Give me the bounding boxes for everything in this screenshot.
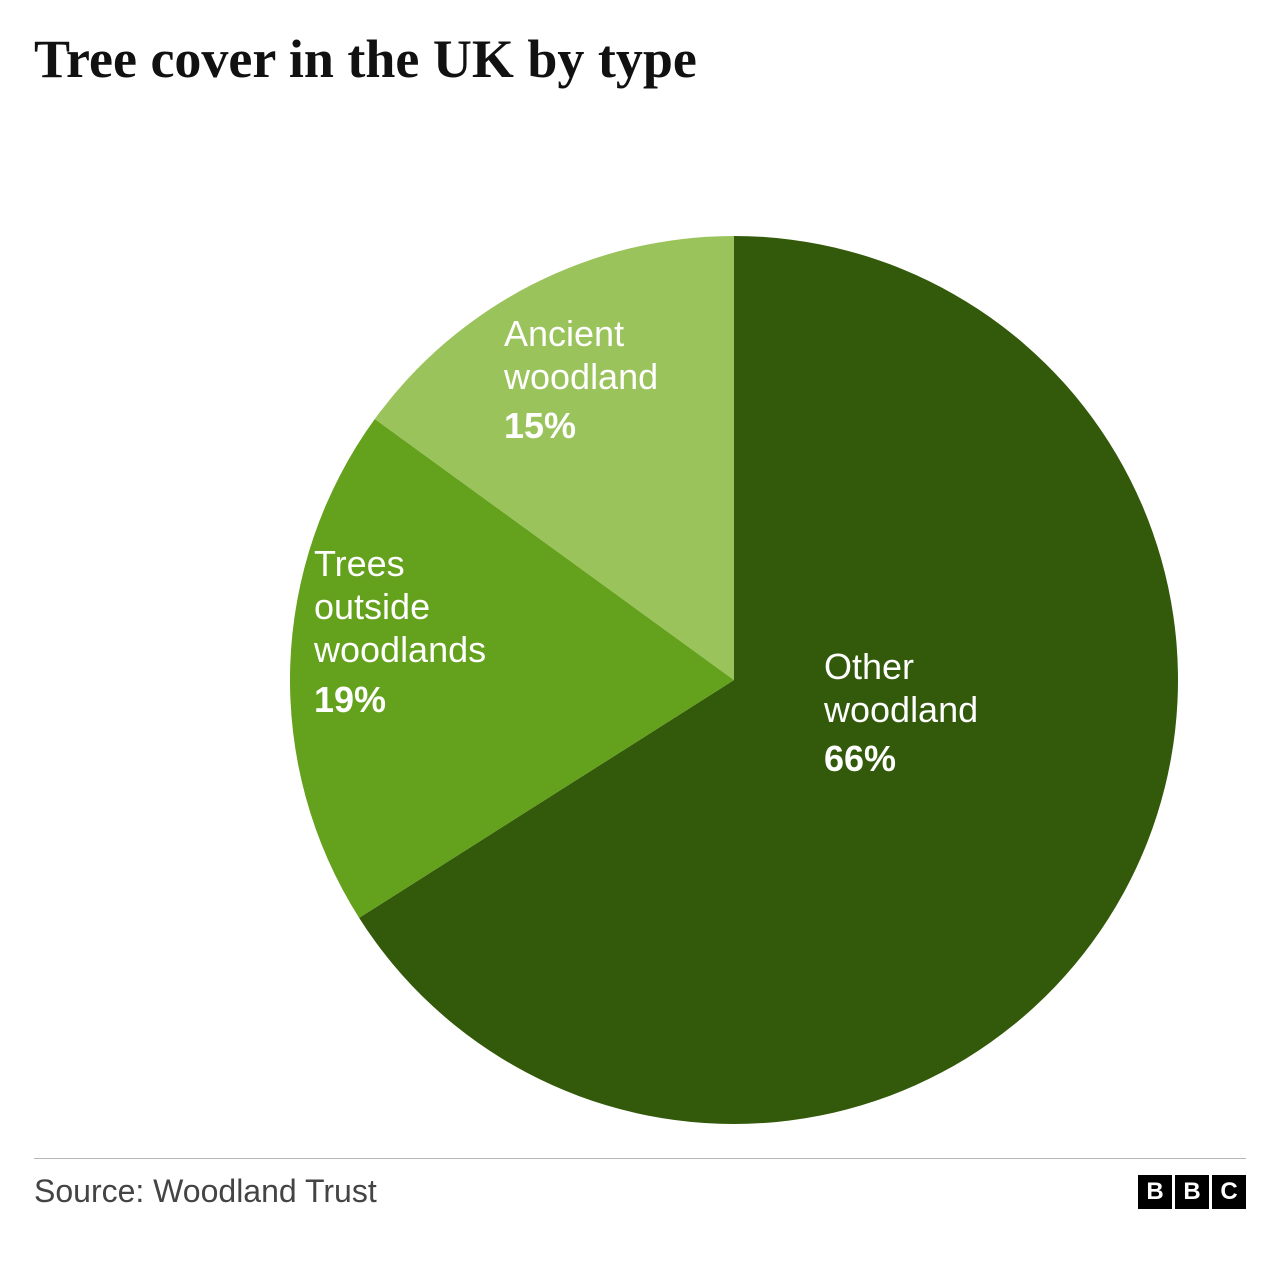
- chart-title: Tree cover in the UK by type: [34, 28, 1246, 90]
- bbc-logo-box: C: [1212, 1175, 1246, 1209]
- slice-label-ancient-woodland: Ancientwoodland 15%: [504, 312, 658, 448]
- slice-label-line: woodland: [504, 355, 658, 398]
- bbc-logo: BBC: [1138, 1175, 1246, 1209]
- slice-label-line: Trees: [314, 542, 486, 585]
- slice-label-line: woodlands: [314, 628, 486, 671]
- pie-chart-svg: [34, 90, 1246, 1130]
- bbc-logo-box: B: [1175, 1175, 1209, 1209]
- source-text: Source: Woodland Trust: [34, 1173, 377, 1210]
- slice-label-percent: 66%: [824, 737, 978, 780]
- slice-label-percent: 15%: [504, 404, 658, 447]
- slice-label-trees-outside-woodlands: Treesoutsidewoodlands 19%: [314, 542, 486, 721]
- bbc-logo-box: B: [1138, 1175, 1172, 1209]
- chart-footer: Source: Woodland Trust BBC: [34, 1158, 1246, 1210]
- slice-label-other-woodland: Otherwoodland 66%: [824, 645, 978, 781]
- pie-chart: Otherwoodland66%Treesoutsidewoodlands19%…: [34, 90, 1246, 1130]
- slice-label-line: Ancient: [504, 312, 658, 355]
- slice-label-line: woodland: [824, 688, 978, 731]
- slice-label-line: Other: [824, 645, 978, 688]
- slice-label-line: outside: [314, 585, 486, 628]
- slice-label-percent: 19%: [314, 678, 486, 721]
